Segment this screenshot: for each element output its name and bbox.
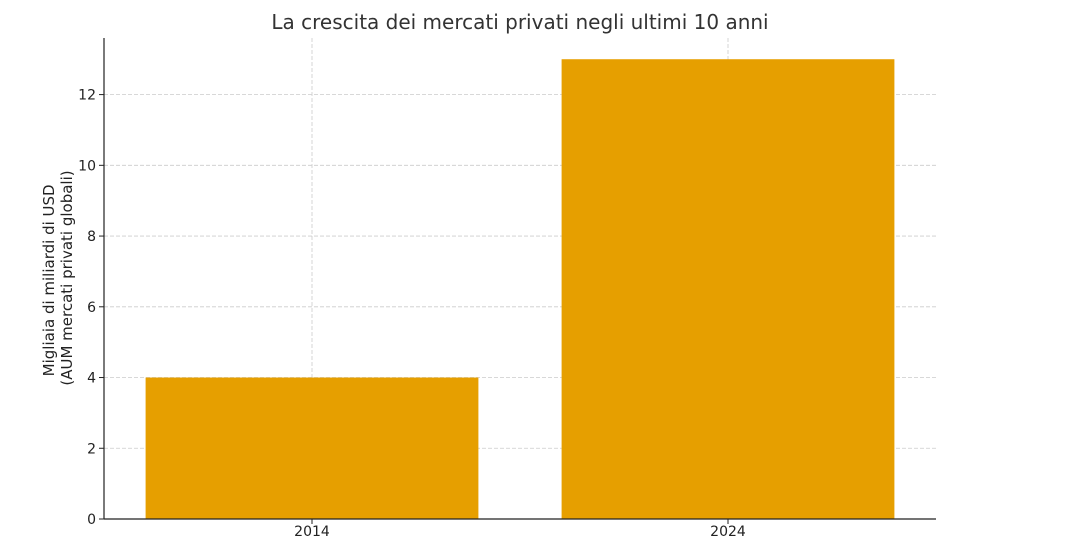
y-tick-label: 4 — [87, 371, 96, 387]
bars — [145, 59, 895, 520]
x-ticks: 2014 2024 — [294, 519, 746, 540]
x-tick-label: 2024 — [710, 524, 746, 540]
y-tick-label: 2 — [87, 441, 96, 457]
y-tick-label: 10 — [78, 158, 96, 174]
bar-2014 — [145, 377, 479, 519]
y-tick-label: 6 — [87, 300, 96, 316]
y-tick-label: 12 — [78, 88, 96, 104]
y-axis-label: Migliaia di miliardi di USD (AUM mercati… — [40, 170, 76, 385]
chart-title: La crescita dei mercati privati negli ul… — [271, 10, 768, 34]
bar-2024 — [561, 59, 895, 520]
y-axis-label-line-1: Migliaia di miliardi di USD — [40, 184, 58, 376]
y-ticks: 0 2 4 6 8 10 12 — [78, 88, 104, 528]
y-tick-label: 0 — [87, 512, 96, 528]
axes — [103, 38, 936, 520]
x-tick-label: 2014 — [294, 524, 330, 540]
y-axis-label-line-2: (AUM mercati privati globali) — [58, 170, 76, 385]
y-tick-label: 8 — [87, 229, 96, 245]
